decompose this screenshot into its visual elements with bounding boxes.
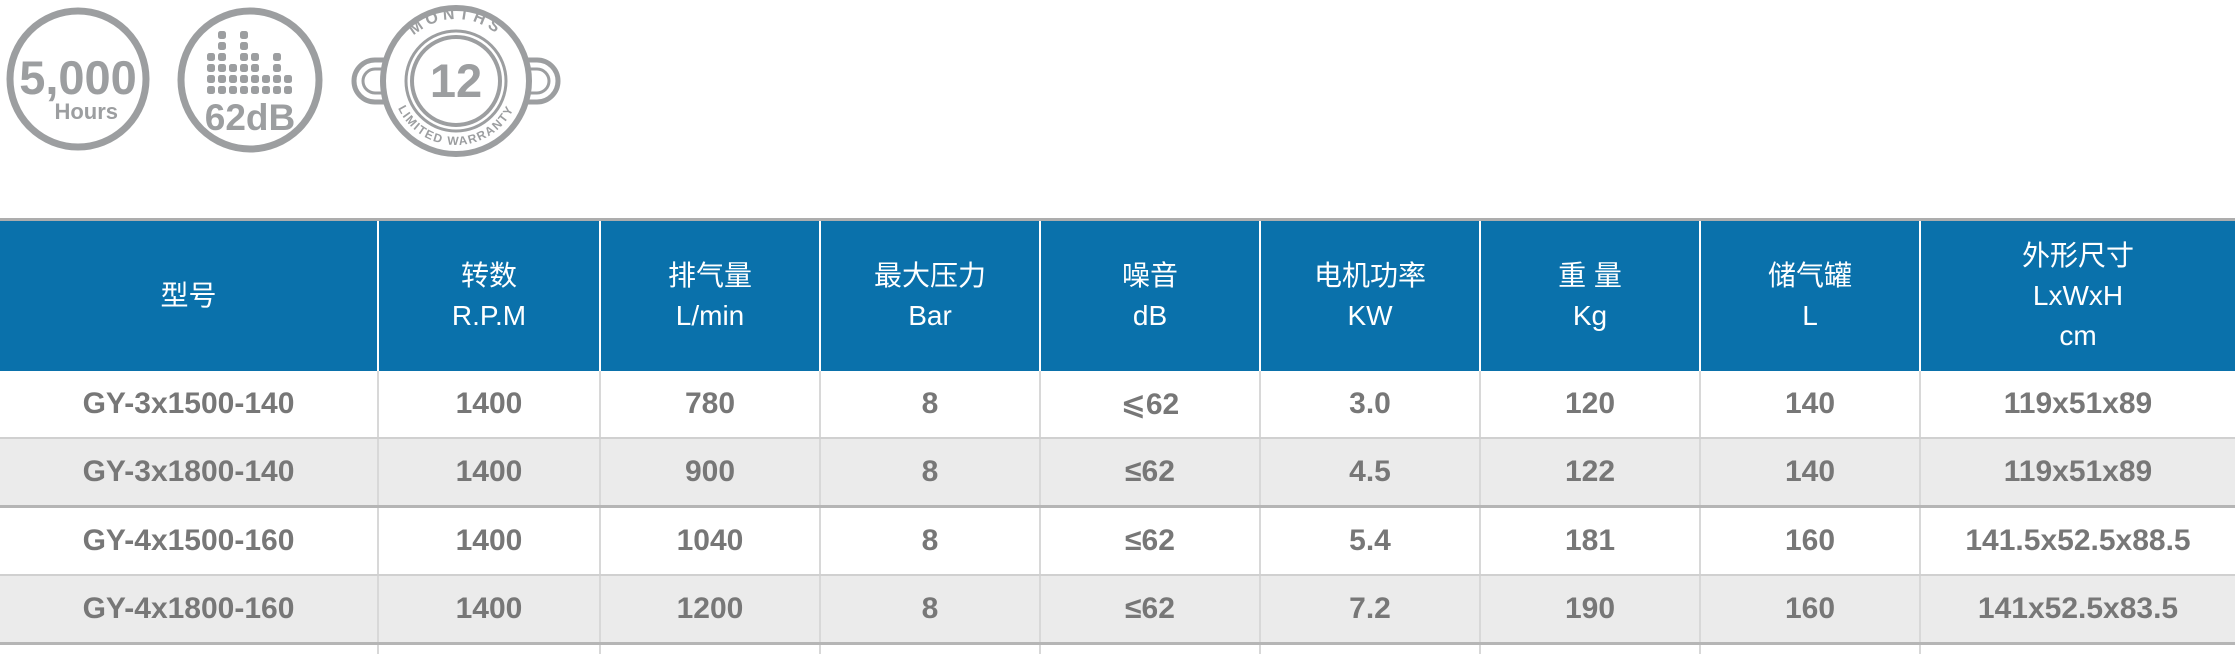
cell-noise: ≤62 [1039,575,1260,645]
warranty-badge-value: 12 [430,54,482,107]
cell-displacement: 1200 [599,575,820,645]
col-header-rpm: 转数 R.P.M [377,221,600,371]
header-line: Bar [908,300,952,331]
cell-rpm: 1400 [377,506,600,576]
cell-dimensions: 119x51x89 [1919,371,2235,439]
cell-max-pressure: 8 [819,371,1040,439]
cell-motor-power: 7.2 [1259,575,1480,645]
table-row: GY-3x1500-140 1400 780 8 ⩽62 3.0 120 140… [0,371,2235,439]
col-header-motor-power: 电机功率 KW [1259,221,1480,371]
cell-air-tank: 140 [1699,438,1920,508]
col-header-noise: 噪音 dB [1039,221,1260,371]
cell-model: GY-4x1500-160 [0,506,378,576]
col-header-model: 型号 [0,221,378,371]
table-row-clipped [0,643,2235,654]
cell-displacement: 1040 [599,506,820,576]
noise-badge-icon: 62dB [177,7,323,153]
cell-model: GY-3x1800-140 [0,438,378,508]
header-line: KW [1347,300,1393,331]
hours-badge-value: 5,000 [19,51,137,104]
cell-max-pressure: 8 [819,506,1040,576]
table-row: GY-3x1800-140 1400 900 8 ≤62 4.5 122 140… [0,438,2235,508]
cell-weight: 190 [1479,575,1700,645]
cell-model: GY-3x1500-140 [0,371,378,439]
cell-model: GY-4x1800-160 [0,575,378,645]
col-header-dimensions: 外形尺寸 LxWxH cm [1919,221,2235,371]
header-line: R.P.M [451,300,527,331]
cell-motor-power: 5.4 [1259,506,1480,576]
cell-rpm: 1400 [377,438,600,508]
cell-noise: ≤62 [1039,506,1260,576]
header-line: 电机功率 [1313,260,1426,291]
header-line: 噪音 [1121,260,1178,291]
header-line: LxWxH [2032,280,2124,311]
col-header-air-tank: 储气罐 L [1699,221,1920,371]
col-header-max-pressure: 最大压力 Bar [819,221,1040,371]
cell-max-pressure: 8 [819,575,1040,645]
cell-rpm: 1400 [377,371,600,439]
cell-max-pressure: 8 [819,438,1040,508]
noise-badge-value: 62dB [205,97,295,138]
cell-air-tank: 140 [1699,371,1920,439]
table-row: GY-4x1500-160 1400 1040 8 ≤62 5.4 181 16… [0,506,2235,576]
header-line: L/min [675,300,745,331]
header-line: 排气量 [667,260,752,291]
hours-badge-icon: 5,000 Hours [6,7,150,151]
header-line: dB [1132,300,1168,331]
warranty-badge-icon: MONTHS LIMITED WARRANTY 12 [351,5,561,157]
col-header-weight: 重 量 Kg [1479,221,1700,371]
cell-dimensions: 119x51x89 [1919,438,2235,508]
equalizer-icon [207,31,292,94]
cell-displacement: 900 [599,438,820,508]
cell-weight: 181 [1479,506,1700,576]
cell-dimensions: 141x52.5x83.5 [1919,575,2235,645]
cell-noise: ⩽62 [1039,371,1260,439]
cell-noise: ≤62 [1039,438,1260,508]
header-line: 储气罐 [1767,260,1852,291]
header-line: Kg [1572,300,1608,331]
feature-badges: 5,000 Hours 62dB MONTHS [0,0,600,160]
header-line: 重 量 [1558,260,1622,291]
header-row: 型号 转数 R.P.M 排气量 L/min 最大压力 Bar [0,221,2235,371]
cell-air-tank: 160 [1699,506,1920,576]
spec-table: 型号 转数 R.P.M 排气量 L/min 最大压力 Bar [0,221,2235,654]
cell-weight: 120 [1479,371,1700,439]
header-line: 型号 [160,280,217,311]
table-row: GY-4x1800-160 1400 1200 8 ≤62 7.2 190 16… [0,575,2235,645]
spec-table-wrap: 型号 转数 R.P.M 排气量 L/min 最大压力 Bar [0,218,2235,654]
cell-motor-power: 4.5 [1259,438,1480,508]
header-line: cm [2059,320,2097,351]
cell-dimensions: 141.5x52.5x88.5 [1919,506,2235,576]
cell-air-tank: 160 [1699,575,1920,645]
header-line: L [1802,300,1818,331]
hours-badge-unit: Hours [54,99,118,124]
cell-displacement: 780 [599,371,820,439]
col-header-displacement: 排气量 L/min [599,221,820,371]
cell-motor-power: 3.0 [1259,371,1480,439]
header-line: 最大压力 [873,260,986,291]
cell-rpm: 1400 [377,575,600,645]
header-line: 转数 [460,260,517,291]
header-line: 外形尺寸 [2021,240,2134,271]
cell-weight: 122 [1479,438,1700,508]
